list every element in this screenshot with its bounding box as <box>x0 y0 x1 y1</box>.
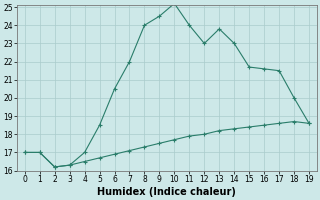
X-axis label: Humidex (Indice chaleur): Humidex (Indice chaleur) <box>98 187 236 197</box>
